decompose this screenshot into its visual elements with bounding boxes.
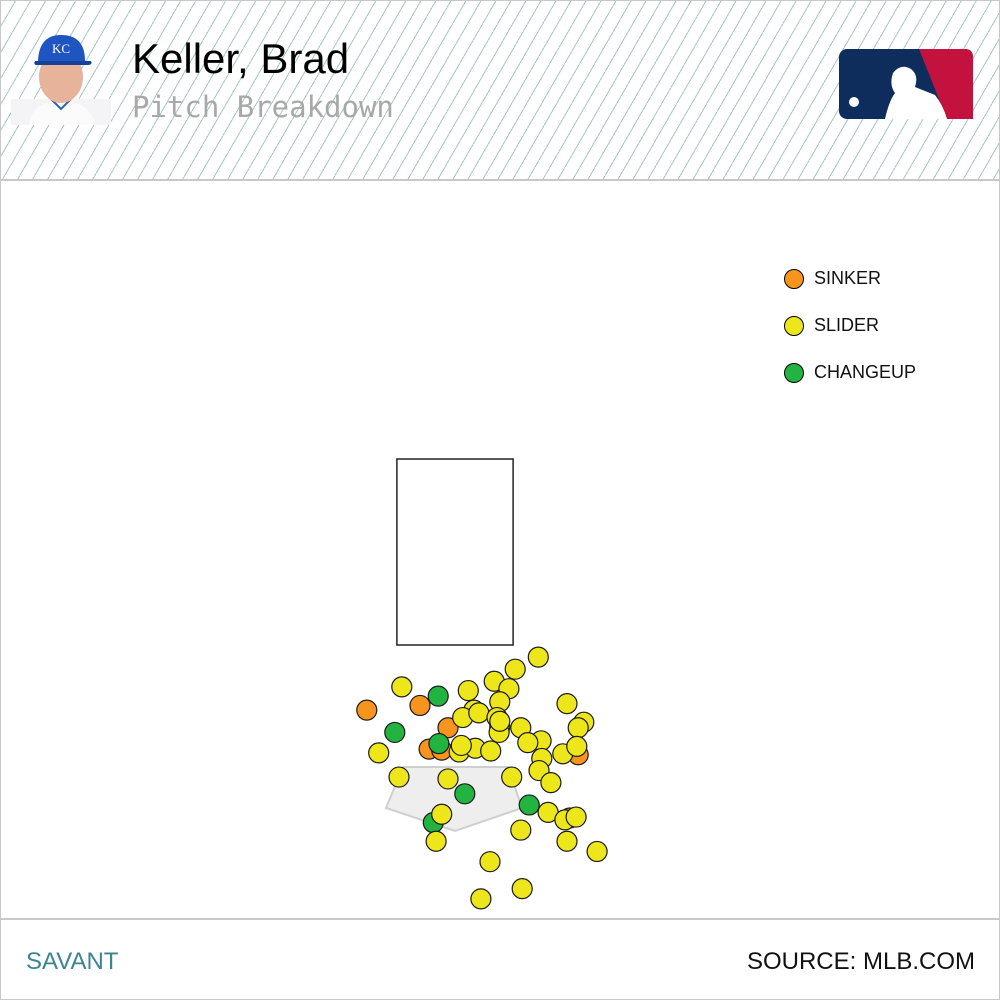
- pitch-point-slider: [425, 830, 447, 852]
- pitch-point-slider: [510, 819, 532, 841]
- player-headshot-icon: KC: [11, 35, 111, 125]
- pitch-point-slider: [468, 702, 490, 724]
- header: KC Keller, Brad Pitch Breakdown: [1, 1, 999, 181]
- pitch-point-slider: [368, 742, 390, 764]
- pitch-point-sinker: [437, 717, 459, 739]
- legend-item-changeup: CHANGEUP: [784, 349, 916, 396]
- pitch-point-slider: [391, 676, 413, 698]
- pitch-point-slider: [470, 888, 492, 910]
- pitch-point-changeup: [518, 794, 540, 816]
- pitch-point-changeup: [384, 721, 406, 744]
- pitch-point-slider: [567, 717, 589, 739]
- pitch-point-slider: [540, 772, 562, 794]
- legend-swatch: [784, 362, 804, 383]
- pitch-point-changeup: [428, 732, 450, 755]
- pitch-point-slider: [489, 710, 511, 732]
- mlb-logo-icon: [839, 49, 973, 119]
- pitch-point-changeup: [427, 685, 449, 707]
- pitch-point-slider: [437, 768, 459, 790]
- savant-link[interactable]: SAVANT: [26, 948, 119, 975]
- pitch-point-slider: [479, 851, 501, 873]
- page-subtitle: Pitch Breakdown: [132, 90, 394, 124]
- pitch-point-slider: [457, 679, 479, 702]
- pitch-point-slider: [586, 840, 608, 863]
- pitch-point-slider: [504, 658, 526, 680]
- pitch-point-slider: [450, 734, 472, 757]
- source-label: SOURCE: MLB.COM: [746, 948, 975, 975]
- pitch-point-slider: [556, 692, 578, 715]
- pitch-point-slider: [565, 806, 587, 828]
- legend-swatch: [784, 268, 804, 289]
- pitch-point-slider: [501, 766, 523, 788]
- pitch-point-slider: [556, 830, 578, 852]
- svg-text:KC: KC: [52, 41, 70, 56]
- pitch-point-sinker: [356, 699, 378, 721]
- pitch-point-slider: [517, 732, 539, 754]
- pitch-point-slider: [480, 740, 502, 762]
- legend-label: SINKER: [814, 268, 882, 288]
- pitch-point-slider: [511, 878, 533, 900]
- pitch-point-slider: [388, 766, 410, 788]
- chart-legend: SINKER SLIDER CHANGEUP: [784, 255, 916, 396]
- player-name: Keller, Brad: [132, 35, 350, 82]
- legend-item-slider: SLIDER: [784, 302, 916, 349]
- pitch-point-slider: [566, 735, 588, 757]
- legend-swatch: [784, 315, 804, 336]
- legend-label: CHANGEUP: [814, 362, 917, 382]
- legend-item-sinker: SINKER: [784, 255, 916, 302]
- pitch-point-sinker: [409, 694, 431, 717]
- legend-label: SLIDER: [814, 315, 880, 335]
- home-plate: [384, 766, 524, 833]
- footer-divider: [1, 918, 999, 920]
- pitch-point-changeup: [454, 783, 476, 805]
- pitch-point-slider: [431, 803, 453, 825]
- strike-zone: [396, 458, 514, 646]
- pitch-point-slider: [527, 646, 549, 668]
